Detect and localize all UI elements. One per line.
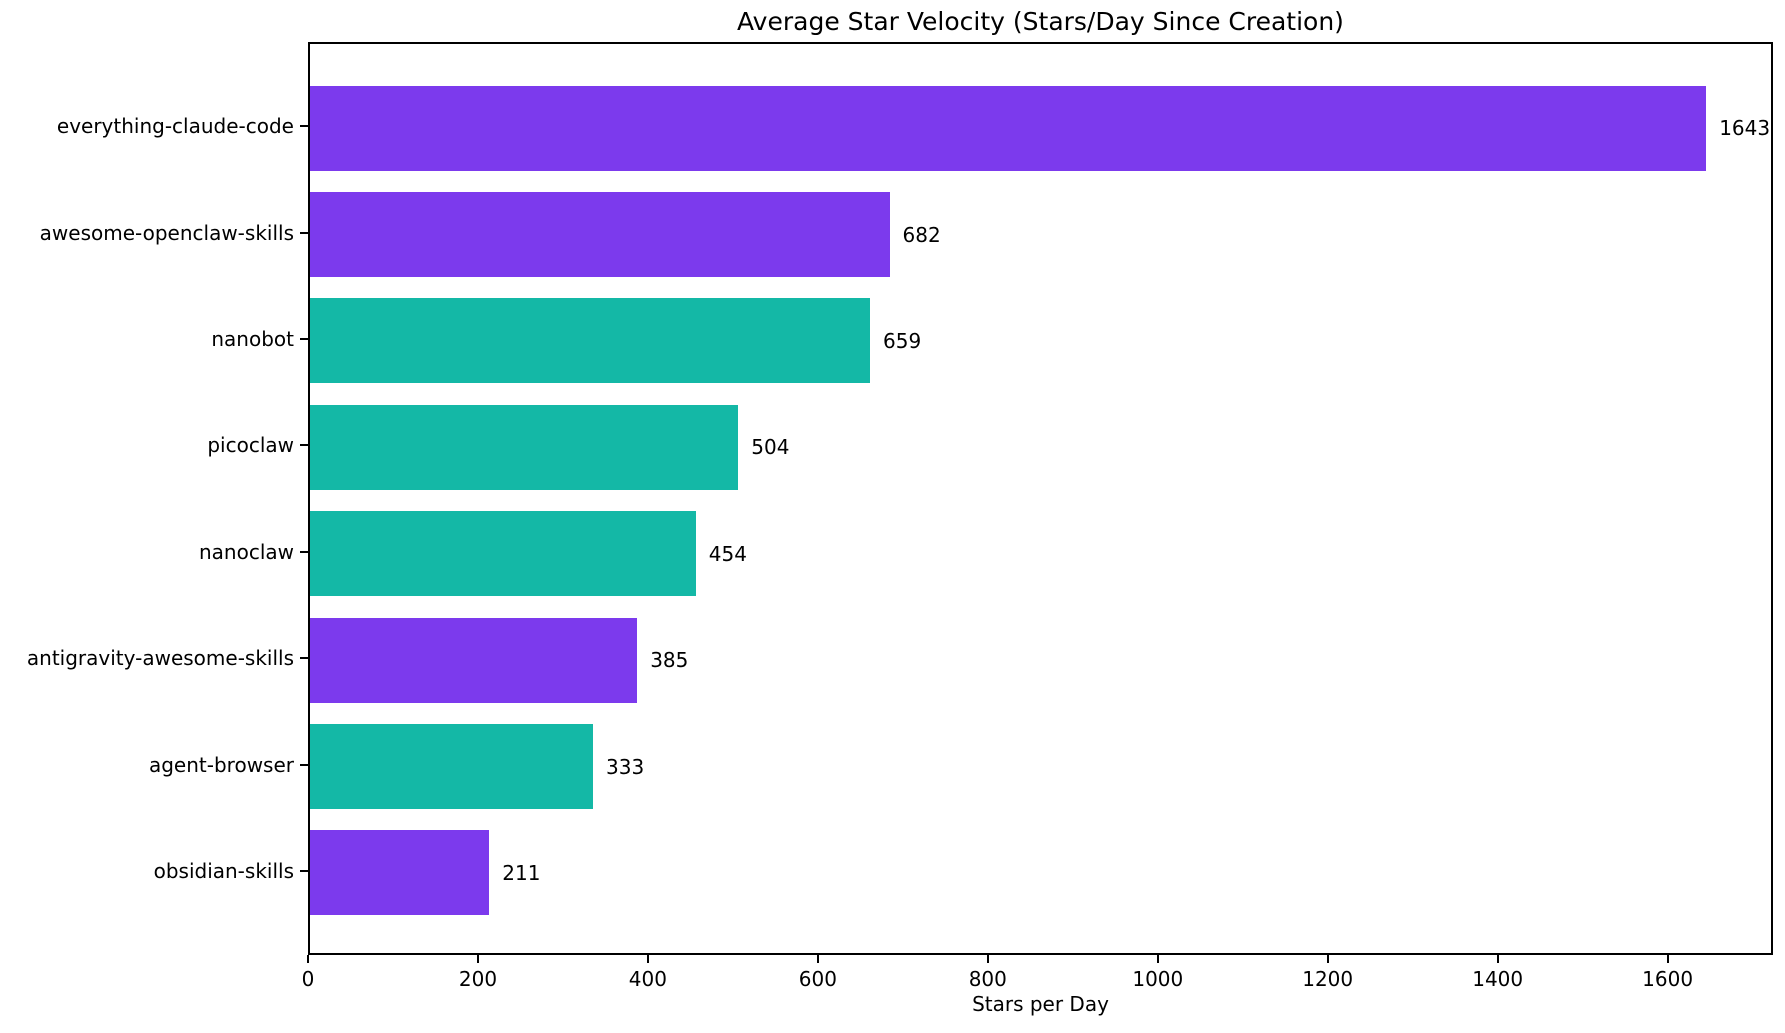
bar-awesome-openclaw-skills (310, 191, 890, 277)
x-tick-mark (307, 955, 309, 963)
bar-everything-claude-code (310, 85, 1707, 171)
y-tick-mark (300, 231, 308, 234)
y-tick-label: nanoclaw (198, 539, 294, 564)
x-tick-label: 1400 (1472, 967, 1524, 991)
bar-nanobot (310, 298, 870, 384)
x-axis-label: Stars per Day (972, 992, 1109, 1016)
y-tick-mark (300, 550, 308, 553)
y-tick-label: obsidian-skills (153, 858, 294, 883)
x-tick-label: 400 (628, 967, 667, 991)
x-tick-label: 600 (798, 967, 837, 991)
x-tick-label: 800 (968, 967, 1007, 991)
bar-picoclaw (310, 404, 739, 490)
y-tick-label: nanobot (211, 326, 294, 351)
x-tick-mark (1326, 955, 1329, 963)
y-tick-mark (300, 125, 308, 128)
bar-value-label: 333 (606, 754, 645, 779)
x-tick-mark (646, 955, 649, 963)
x-tick-label: 0 (301, 967, 315, 991)
bar-value-label: 211 (502, 860, 541, 885)
chart-title: Average Star Velocity (Stars/Day Since C… (737, 7, 1344, 36)
x-tick-mark (986, 955, 989, 963)
bar-value-label: 504 (751, 435, 790, 460)
bar-value-label: 1643 (1719, 116, 1771, 141)
bar-agent-browser (310, 724, 593, 810)
x-tick-label: 1000 (1132, 967, 1184, 991)
y-tick-label: everything-claude-code (56, 114, 294, 139)
bar-nanoclaw (310, 511, 696, 597)
y-tick-mark (300, 869, 308, 872)
bar-value-label: 682 (902, 222, 941, 247)
x-tick-mark (1496, 955, 1499, 963)
y-tick-mark (300, 337, 308, 340)
plot-area: 1643 682 659 504 454 385 333 211 (308, 42, 1773, 955)
y-tick-mark (300, 444, 308, 447)
bar-value-label: 385 (650, 648, 689, 673)
x-tick-mark (816, 955, 819, 963)
y-tick-mark (300, 763, 308, 766)
x-tick-mark (1666, 955, 1669, 963)
y-tick-mark (300, 657, 308, 660)
y-tick-label: picoclaw (207, 433, 294, 458)
bar-obsidian-skills (310, 830, 490, 916)
y-tick-label: antigravity-awesome-skills (26, 646, 294, 671)
x-tick-label: 1600 (1642, 967, 1694, 991)
y-tick-label: agent-browser (148, 752, 294, 777)
bar-antigravity-awesome-skills (310, 617, 638, 703)
x-tick-mark (1156, 955, 1159, 963)
bar-value-label: 454 (708, 541, 747, 566)
bar-value-label: 659 (883, 328, 922, 353)
x-tick-label: 200 (458, 967, 498, 991)
x-tick-mark (477, 955, 479, 963)
x-tick-label: 1200 (1302, 967, 1354, 991)
y-tick-label: awesome-openclaw-skills (39, 220, 294, 245)
